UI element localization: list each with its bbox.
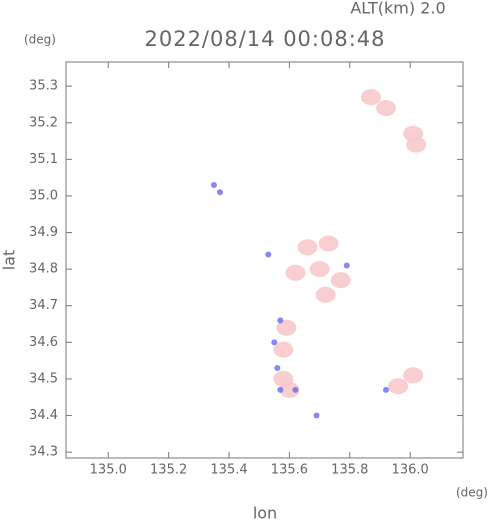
subtitle: ALT(km) 2.0 [350,0,445,18]
echo-region [403,367,424,384]
y-tick-label: 35.0 [29,188,58,203]
echo-region [285,264,306,281]
x-tick-label: 135.2 [150,463,187,478]
y-tick-label: 34.5 [29,371,58,386]
echo-region [360,89,381,106]
echo-dot [292,386,299,393]
echo-dot [274,364,281,371]
echo-region [406,136,427,153]
x-tick-label: 135.0 [90,463,127,478]
echo-dot [277,317,284,324]
echo-region [279,381,300,398]
echo-region [330,272,351,289]
echo-region [276,319,297,336]
echo-dot [210,181,217,188]
echo-region [297,239,318,256]
echo-region [388,378,409,395]
x-tick-label: 136.0 [392,463,429,478]
echo-region [315,286,336,303]
y-tick-label: 34.6 [29,335,58,350]
echo-dot [277,386,284,393]
y-tick-label: 34.3 [29,445,58,460]
y-tick-label: 35.2 [29,115,58,130]
echo-dot [265,251,272,258]
x-unit: (deg) [456,486,488,500]
echo-dot [271,339,278,346]
y-tick-label: 34.4 [29,408,58,423]
y-tick-label: 35.1 [29,152,58,167]
echo-region [273,341,294,358]
echo-dot [383,386,390,393]
y-tick-label: 34.8 [29,262,58,277]
x-axis-label: lon [253,504,277,521]
y-axis-label: lat [0,250,19,271]
echo-dot [216,189,223,196]
x-tick-label: 135.6 [271,463,308,478]
y-unit: (deg) [24,33,56,47]
plot-frame [65,61,464,459]
y-tick-label: 34.9 [29,225,58,240]
x-tick-label: 135.4 [210,463,247,478]
echo-region [318,235,339,252]
echo-region [376,100,397,117]
chart-title: 2022/08/14 00:08:48 [144,27,385,51]
echo-dot [343,262,350,269]
x-tick-label: 135.8 [331,463,368,478]
y-tick-label: 34.7 [29,298,58,313]
echo-dot [313,412,320,419]
y-tick-label: 35.3 [29,79,58,94]
echo-region [309,261,330,278]
